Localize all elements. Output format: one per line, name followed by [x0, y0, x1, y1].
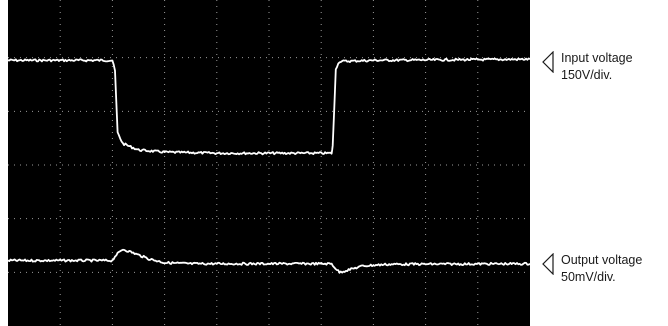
input-voltage-marker-icon: [542, 51, 554, 73]
input-voltage-trace: [8, 57, 530, 156]
output-voltage-scale: 50mV/div.: [561, 270, 616, 284]
input-voltage-name: Input voltage: [561, 51, 633, 65]
output-voltage-name: Output voltage: [561, 253, 643, 267]
output-voltage-marker-icon: [542, 253, 554, 275]
input-voltage-scale: 150V/div.: [561, 68, 613, 82]
oscilloscope-screen: [8, 0, 530, 326]
output-voltage-trace: [8, 248, 530, 274]
